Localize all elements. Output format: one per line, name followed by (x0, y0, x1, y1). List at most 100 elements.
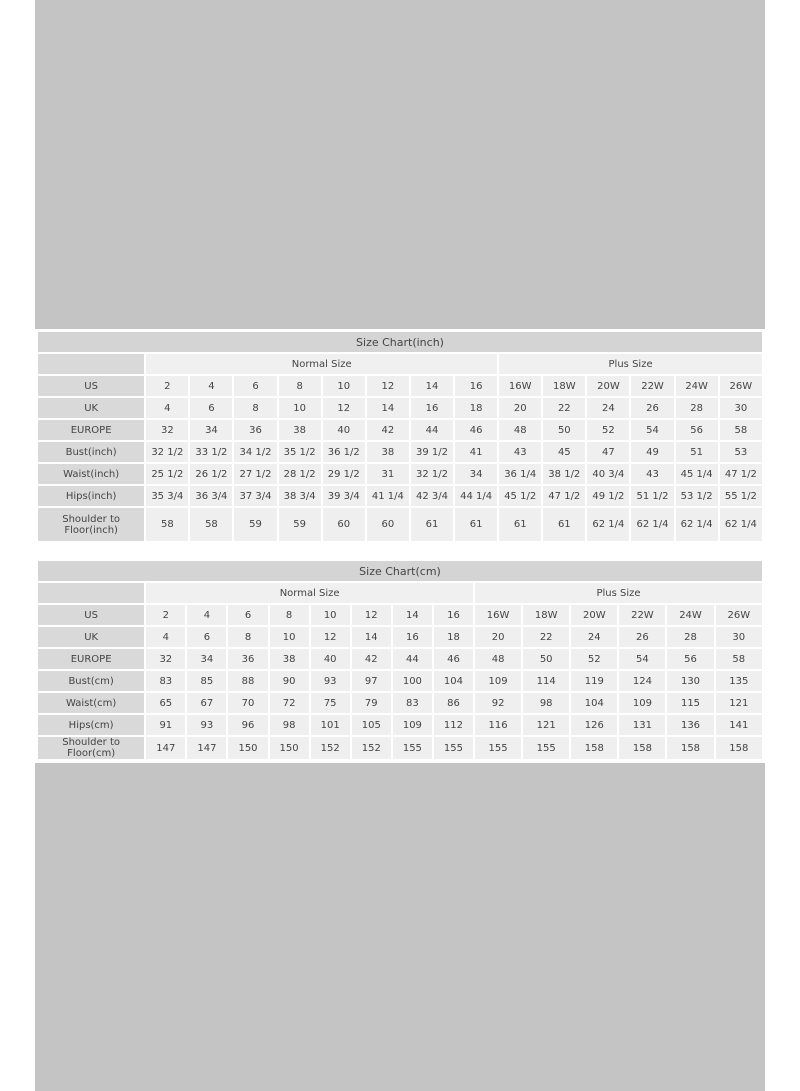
group-row: Normal Size Plus Size (38, 354, 762, 374)
table-row: Hips(inch) 35 3/4 36 3/4 37 3/4 38 3/4 39 3/4… (38, 486, 762, 506)
table-cell: 45 1/2 (499, 486, 542, 506)
table-cell: 32 (146, 649, 186, 669)
table-cell: 32 (146, 420, 189, 440)
table-cell: 40 (310, 649, 350, 669)
row-label: Shoulder to Floor(inch) (38, 508, 145, 541)
table-cell: 36 1/2 (322, 442, 365, 462)
row-label: US (38, 605, 145, 625)
table-cell: 62 1/4 (719, 508, 762, 541)
table-cell: 40 (322, 420, 365, 440)
table-cell: 90 (269, 671, 309, 691)
table-cell: 109 (475, 671, 522, 691)
table-cell: 24W (675, 376, 718, 396)
table-cell: 135 (715, 671, 762, 691)
table-cell: 40 3/4 (587, 464, 630, 484)
table-cell: 25 1/2 (146, 464, 189, 484)
row-label: US (38, 376, 145, 396)
table-cell: 124 (619, 671, 666, 691)
table-cell: 6 (228, 605, 268, 625)
table-cell: 101 (310, 715, 350, 735)
table-row: Hips(cm) 91 93 96 98 101 105 109 112 116 121 126 131… (38, 715, 762, 735)
table-cell: 16 (455, 376, 498, 396)
row-label: UK (38, 398, 145, 418)
row-label: Bust(inch) (38, 442, 145, 462)
table-cell: 12 (351, 605, 391, 625)
table-cell: 43 (499, 442, 542, 462)
table-cell: 41 1/4 (366, 486, 409, 506)
table-cell: 38 (269, 649, 309, 669)
table-cell: 10 (322, 376, 365, 396)
table-cell: 104 (433, 671, 474, 691)
table-cell: 58 (715, 649, 762, 669)
table-cell: 36 (234, 420, 277, 440)
table-cell: 24 (587, 398, 630, 418)
table-cell: 112 (433, 715, 474, 735)
table-cell: 61 (410, 508, 454, 541)
table-cell: 48 (499, 420, 542, 440)
table-cell: 26 (619, 627, 666, 647)
row-label: Shoulder to Floor(cm) (38, 737, 145, 759)
table-cell: 51 1/2 (631, 486, 674, 506)
table-cell: 85 (187, 671, 227, 691)
group-normal-size: Normal Size (146, 583, 474, 603)
table-row: Waist(inch) 25 1/2 26 1/2 27 1/2 28 1/2 29 1/… (38, 464, 762, 484)
table-cell: 26 1/2 (190, 464, 233, 484)
table-cell: 16W (499, 376, 542, 396)
table-cell: 59 (234, 508, 277, 541)
table-cell: 50 (543, 420, 586, 440)
row-label: Hips(inch) (38, 486, 145, 506)
table-cell: 38 1/2 (543, 464, 586, 484)
table-cell: 150 (269, 737, 309, 759)
table-cell: 155 (433, 737, 474, 759)
group-plus-size: Plus Size (499, 354, 762, 374)
table-cell: 55 1/2 (719, 486, 762, 506)
table-cell: 26W (715, 605, 762, 625)
table-cell: 150 (228, 737, 268, 759)
table-cell: 6 (234, 376, 277, 396)
table-cell: 6 (190, 398, 233, 418)
table-cell: 12 (310, 627, 350, 647)
table-cell: 54 (631, 420, 674, 440)
title-row: Size Chart(inch) (38, 332, 762, 352)
table-cell: 121 (523, 715, 570, 735)
table-cell: 22 (543, 398, 586, 418)
table-cell: 152 (310, 737, 350, 759)
table-cell: 131 (619, 715, 666, 735)
table-cell: 8 (278, 376, 321, 396)
table-cell: 34 (190, 420, 233, 440)
corner-cell (38, 354, 145, 374)
table-row: Shoulder to Floor(cm) 147 147 150 150 152 152 1… (38, 737, 762, 759)
table-cell: 27 1/2 (234, 464, 277, 484)
table-row: UK 4 6 8 10 12 14 16 18 20 22 24 26 28 30 (38, 627, 762, 647)
table-cell: 29 1/2 (322, 464, 365, 484)
table-cell: 93 (187, 715, 227, 735)
table-cell: 16W (475, 605, 522, 625)
table-cell: 35 1/2 (278, 442, 321, 462)
chart-title: Size Chart(inch) (38, 332, 762, 352)
table-cell: 4 (146, 627, 186, 647)
table-cell: 12 (322, 398, 365, 418)
table-cell: 38 (366, 442, 409, 462)
row-label: Waist(inch) (38, 464, 145, 484)
table-cell: 36 1/4 (499, 464, 542, 484)
table-row: EUROPE 32 34 36 38 40 42 44 46 48 50 52 54 56 58 (38, 649, 762, 669)
table-cell: 10 (269, 627, 309, 647)
table-cell: 44 (410, 420, 454, 440)
table-cell: 52 (571, 649, 618, 669)
table-cell: 8 (228, 627, 268, 647)
table-cell: 58 (190, 508, 233, 541)
table-cell: 34 (455, 464, 498, 484)
table-cell: 47 1/2 (543, 486, 586, 506)
table-cell: 35 3/4 (146, 486, 189, 506)
table-row: UK 4 6 8 10 12 14 16 18 20 22 24 26 28 30 (38, 398, 762, 418)
table-cell: 38 3/4 (278, 486, 321, 506)
table-row: Bust(cm) 83 85 88 90 93 97 100 104 109 114 119 124 13… (38, 671, 762, 691)
table-cell: 41 (455, 442, 498, 462)
table-cell: 88 (228, 671, 268, 691)
table-cell: 22W (631, 376, 674, 396)
table-cell: 43 (631, 464, 674, 484)
table-cell: 96 (228, 715, 268, 735)
table-cell: 60 (366, 508, 409, 541)
table-cell: 52 (587, 420, 630, 440)
table-cell: 16 (410, 398, 454, 418)
